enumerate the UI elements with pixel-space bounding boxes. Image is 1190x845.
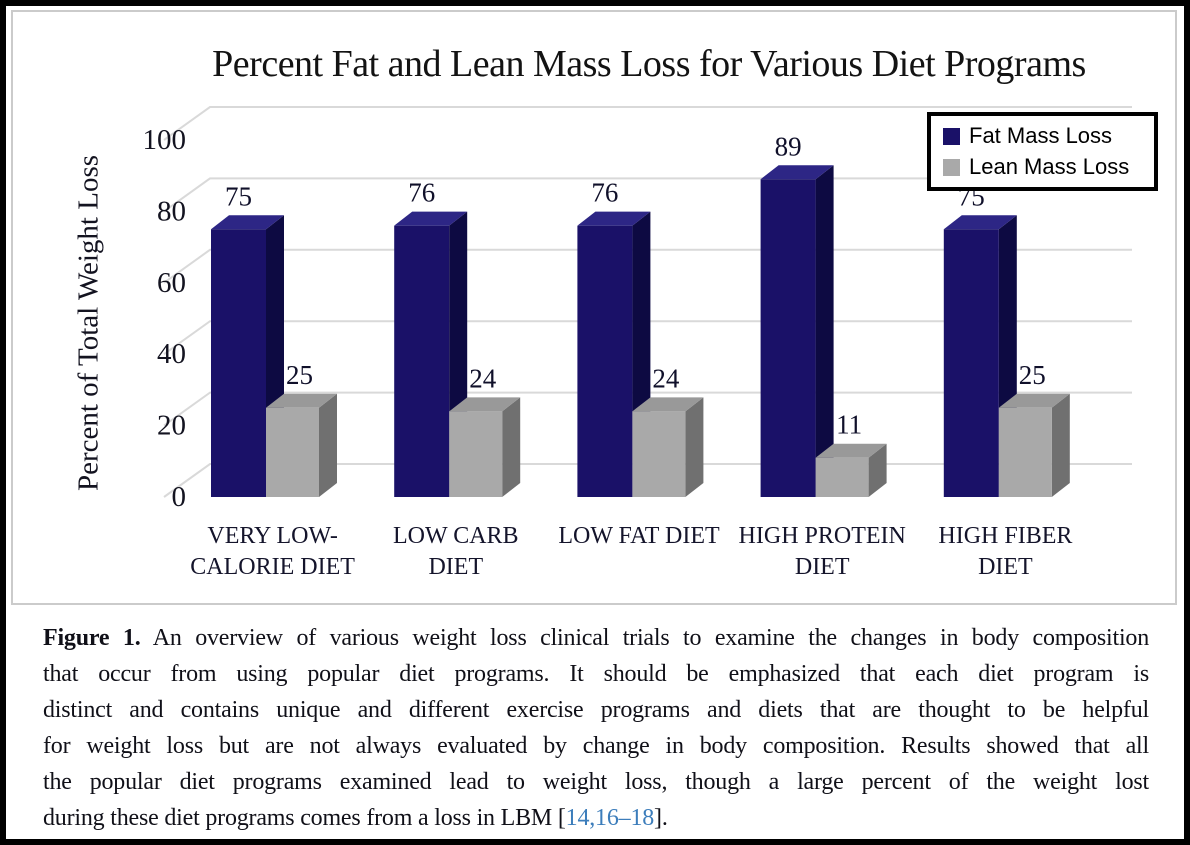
x-category-label: CALORIE DIET bbox=[190, 554, 355, 580]
y-tick-label: 100 bbox=[143, 124, 187, 156]
bar-top-face bbox=[266, 393, 337, 408]
caption-text: ]. bbox=[654, 805, 668, 831]
bar-top-face bbox=[760, 165, 834, 180]
caption-line-1: Figure 1. An overview of various weight … bbox=[43, 620, 1149, 656]
bar-value-label: 89 bbox=[775, 131, 802, 161]
x-category-label: DIET bbox=[795, 554, 850, 580]
legend-item-lean-mass-loss: Lean Mass Loss bbox=[943, 154, 1146, 180]
bar-top-face bbox=[943, 215, 1017, 230]
bar-value-label: 24 bbox=[652, 363, 680, 393]
legend-label-lean: Lean Mass Loss bbox=[969, 154, 1130, 179]
bar-fat-mass bbox=[211, 229, 266, 497]
bar-fat-mass bbox=[760, 179, 816, 497]
legend-label-fat: Fat Mass Loss bbox=[969, 123, 1113, 148]
bar-value-label: 75 bbox=[225, 181, 252, 211]
chart-panel: Percent Fat and Lean Mass Loss for Vario… bbox=[11, 10, 1177, 605]
bar-top-face bbox=[815, 443, 887, 458]
y-tick-label: 80 bbox=[157, 195, 186, 227]
bar-top-face bbox=[394, 211, 468, 226]
citation-link[interactable]: 14,16–18 bbox=[565, 805, 655, 831]
x-category-label: VERY LOW- bbox=[207, 523, 337, 549]
bar-top-face bbox=[577, 211, 651, 226]
legend-item-fat-mass-loss: Fat Mass Loss bbox=[943, 123, 1146, 149]
x-category-label: DIET bbox=[428, 554, 483, 580]
bar-side-face bbox=[1051, 393, 1070, 497]
x-category-label: HIGH FIBER bbox=[938, 523, 1072, 549]
y-tick-label: 40 bbox=[157, 338, 186, 370]
caption-line-5: the popular diet programs examined lead … bbox=[43, 769, 1149, 795]
bar-fat-mass bbox=[394, 225, 450, 497]
caption-line-2: that occur from using popular diet progr… bbox=[43, 661, 1149, 687]
bar-value-label: 76 bbox=[408, 178, 435, 208]
caption-text: during these diet programs comes from a … bbox=[43, 805, 566, 831]
x-category-label: LOW CARB bbox=[393, 523, 519, 549]
y-tick-label: 60 bbox=[157, 267, 186, 299]
gridline bbox=[163, 106, 1132, 141]
caption-text: An overview of various weight loss clini… bbox=[152, 625, 1150, 651]
bar-side-face bbox=[868, 443, 887, 497]
bar-value-label: 76 bbox=[591, 178, 618, 208]
figure-caption: Figure 1. An overview of various weight … bbox=[43, 620, 1149, 836]
bar-lean-mass bbox=[449, 411, 503, 497]
bar-chart-plot-area: 0 20 40 60 80 100 75 25 VERY LOW- CALORIE DIET 76 2… bbox=[143, 106, 1132, 580]
bar-lean-mass bbox=[998, 407, 1052, 497]
y-tick-label: 0 bbox=[172, 481, 187, 513]
x-category-label: DIET bbox=[978, 554, 1033, 580]
y-tick-label: 20 bbox=[157, 410, 186, 442]
bar-value-label: 24 bbox=[469, 363, 497, 393]
bar-side-face bbox=[502, 397, 521, 497]
bar-top-face bbox=[632, 397, 704, 412]
bar-value-label: 25 bbox=[1019, 360, 1046, 390]
bar-top-face bbox=[998, 393, 1070, 408]
caption-line-6: during these diet programs comes from a … bbox=[43, 800, 1149, 836]
bar-lean-mass bbox=[632, 411, 686, 497]
bar-value-label: 25 bbox=[286, 360, 313, 390]
bar-side-face bbox=[319, 393, 337, 497]
bar-top-face bbox=[211, 215, 284, 230]
bar-top-face bbox=[449, 397, 521, 412]
caption-line-4: for weight loss but are not always evalu… bbox=[43, 733, 1149, 759]
figure-label: Figure 1. bbox=[43, 625, 141, 651]
bar-lean-mass bbox=[266, 407, 319, 497]
bar-fat-mass bbox=[943, 229, 999, 497]
x-category-label: LOW FAT DIET bbox=[558, 523, 720, 549]
bar-fat-mass bbox=[577, 225, 633, 497]
chart-legend: Fat Mass Loss Lean Mass Loss bbox=[927, 112, 1158, 191]
chart-title: Percent Fat and Lean Mass Loss for Vario… bbox=[212, 43, 1086, 85]
lean-mass-swatch-icon bbox=[943, 158, 960, 176]
bar-lean-mass bbox=[815, 457, 869, 497]
bar-side-face bbox=[685, 397, 704, 497]
fat-mass-swatch-icon bbox=[943, 127, 960, 145]
bar-value-label: 11 bbox=[836, 410, 862, 440]
caption-line-3: distinct and contains unique and differe… bbox=[43, 697, 1149, 723]
bar-side-face bbox=[815, 165, 834, 497]
x-category-label: HIGH PROTEIN bbox=[739, 523, 906, 549]
